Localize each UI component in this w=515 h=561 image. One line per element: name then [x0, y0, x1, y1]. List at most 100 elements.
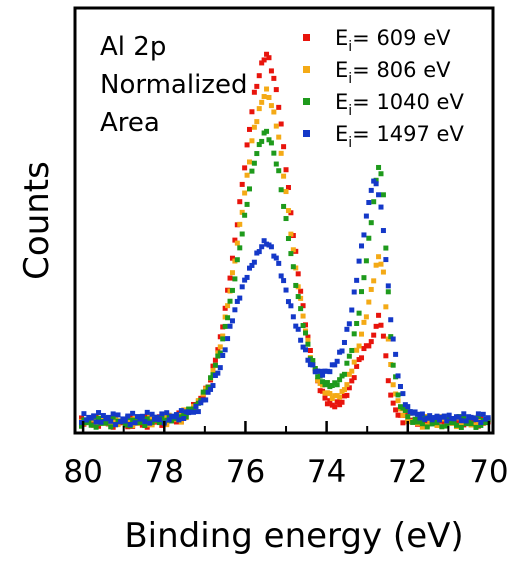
data-point: [405, 414, 411, 420]
data-point: [278, 273, 284, 279]
data-point: [429, 421, 435, 427]
data-point: [251, 124, 257, 130]
data-point: [229, 318, 235, 324]
data-point: [144, 416, 150, 422]
data-point: [356, 258, 362, 264]
data-point: [388, 392, 394, 398]
data-point: [249, 109, 255, 115]
data-point: [266, 55, 272, 61]
data-point: [88, 422, 94, 428]
data-point: [295, 294, 301, 300]
data-point: [239, 181, 245, 187]
data-point: [346, 385, 352, 391]
data-point: [395, 373, 401, 379]
data-point: [303, 347, 309, 353]
data-point: [300, 323, 306, 329]
legend-marker: [303, 98, 310, 105]
x-tick-label: 74: [307, 454, 346, 490]
data-point: [156, 417, 162, 423]
data-point: [110, 414, 116, 420]
data-point: [339, 399, 345, 405]
data-point: [208, 386, 214, 392]
data-point: [242, 165, 248, 171]
data-point: [283, 287, 289, 293]
data-point: [300, 313, 306, 319]
legend-item: Ei= 1040 eV: [303, 90, 464, 119]
data-point: [261, 238, 267, 244]
data-point: [83, 417, 89, 423]
data-point: [344, 382, 350, 388]
data-point: [283, 167, 289, 173]
data-point: [256, 106, 262, 112]
data-point: [227, 323, 233, 329]
data-point: [341, 371, 347, 377]
data-point: [278, 121, 284, 127]
data-point: [334, 358, 340, 364]
data-point: [354, 277, 360, 283]
data-point: [93, 419, 99, 425]
data-point: [385, 289, 391, 295]
data-point: [327, 391, 333, 397]
data-point: [239, 231, 245, 237]
data-point: [198, 400, 204, 406]
data-point: [251, 89, 257, 95]
data-point: [220, 333, 226, 339]
data-point: [327, 369, 333, 375]
data-point: [402, 407, 408, 413]
data-point: [229, 255, 235, 261]
data-point: [285, 299, 291, 305]
data-point: [310, 358, 316, 364]
data-point: [349, 307, 355, 313]
data-point: [244, 142, 250, 148]
data-point: [281, 278, 287, 284]
data-point: [329, 383, 335, 389]
data-point: [81, 411, 87, 417]
data-point: [259, 138, 265, 144]
data-point: [363, 314, 369, 320]
data-point: [137, 420, 143, 426]
data-point: [439, 424, 445, 430]
data-point: [363, 213, 369, 219]
data-point: [468, 421, 474, 427]
data-point: [203, 397, 209, 403]
data-point: [456, 414, 462, 420]
data-point: [344, 326, 350, 332]
data-point: [361, 346, 367, 352]
data-point: [290, 247, 296, 253]
data-point: [100, 413, 106, 419]
data-point: [247, 126, 253, 132]
data-point: [446, 412, 452, 418]
data-point: [229, 270, 235, 276]
data-point: [354, 320, 360, 326]
data-point: [298, 288, 304, 294]
data-point: [193, 403, 199, 409]
data-point: [475, 414, 481, 420]
data-point: [395, 392, 401, 398]
data-point: [93, 424, 99, 430]
data-point: [78, 423, 84, 429]
data-point: [397, 383, 403, 389]
data-point: [276, 168, 282, 174]
data-point: [376, 192, 382, 198]
data-point: [234, 257, 240, 263]
data-point: [349, 378, 355, 384]
annotation-line: Normalized: [100, 70, 247, 100]
data-point: [324, 380, 330, 386]
data-point: [329, 396, 335, 402]
data-point: [351, 375, 357, 381]
data-point: [281, 144, 287, 150]
data-point: [351, 331, 357, 337]
data-point: [288, 251, 294, 257]
data-point: [242, 212, 248, 218]
annotation-line: Area: [100, 108, 160, 138]
data-point: [271, 109, 277, 115]
data-point: [305, 334, 311, 340]
data-point: [156, 420, 162, 426]
data-point: [237, 221, 243, 227]
data-point: [247, 186, 253, 192]
data-point: [147, 420, 153, 426]
data-point: [366, 343, 372, 349]
legend-label: Ei= 806 eV: [335, 58, 451, 87]
data-point: [405, 404, 411, 410]
data-point: [424, 415, 430, 421]
